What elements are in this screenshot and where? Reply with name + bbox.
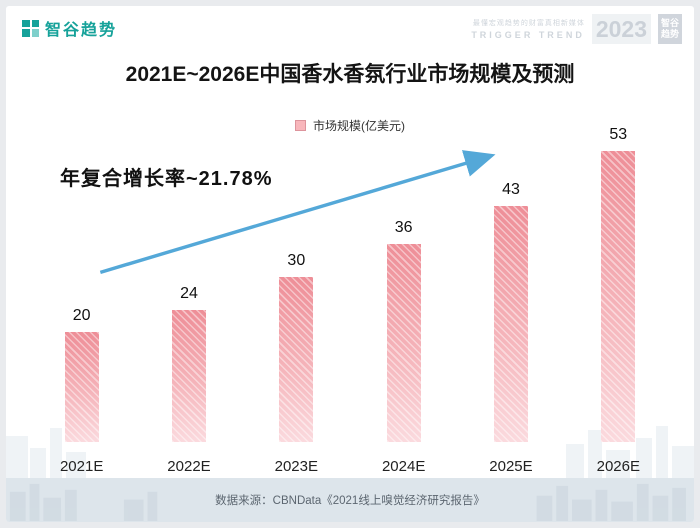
watermark-stacked-logo: 智谷 趋势	[658, 14, 682, 44]
skyline-background	[6, 426, 694, 478]
bar-column: 20	[28, 307, 135, 442]
watermark-stack-line2: 趋势	[660, 29, 679, 39]
bar-column: 30	[243, 252, 350, 442]
chart-title: 2021E~2026E中国香水香氛行业市场规模及预测	[125, 63, 575, 86]
x-axis-label: 2022E	[167, 458, 211, 475]
bar	[386, 244, 421, 442]
bar	[601, 150, 636, 442]
bar-column: 43	[457, 180, 564, 442]
brand-logo: 智谷趋势	[22, 16, 117, 40]
bar-value-label: 36	[394, 219, 413, 236]
bar-column: 53	[565, 125, 672, 442]
legend-swatch-icon	[295, 120, 306, 131]
watermark-stack-line1: 智谷	[660, 17, 679, 28]
watermark-brand: TRIGGER TREND	[471, 30, 585, 40]
x-axis-label: 2021E	[59, 458, 104, 475]
chart-card: 智谷趋势 最懂宏观趋势的财富真相新媒体 TRIGGER TREND 2023 智…	[6, 6, 694, 522]
bar	[279, 277, 314, 442]
bar	[171, 310, 206, 442]
x-axis-label: 2024E	[381, 458, 426, 475]
bar	[493, 205, 528, 442]
x-axis-label: 2025E	[489, 458, 533, 475]
x-axis-label: 2026E	[596, 458, 640, 475]
bar	[64, 332, 99, 442]
brand-logo-text: 智谷趋势	[45, 22, 118, 39]
bar-value-label: 24	[180, 285, 198, 302]
chart-legend: 市场规模(亿美元)	[6, 117, 694, 134]
legend-label: 市场规模(亿美元)	[313, 119, 405, 133]
x-axis-label: 2023E	[274, 458, 318, 475]
footer-band: 数据来源：CBNData《2021线上嗅觉经济研究报告》	[6, 478, 694, 522]
x-axis-row: 2021E 2022E 2023E 2024E 2025E 2026E	[28, 458, 672, 475]
footer-skyline-icon	[9, 483, 686, 522]
watermark-year: 2023	[591, 14, 651, 44]
bars-row: 20 24 30 36 43 53	[28, 125, 672, 442]
data-source-note: 数据来源：CBNData《2021线上嗅觉经济研究报告》	[215, 495, 485, 507]
brand-logo-icon	[22, 19, 39, 37]
bar-value-label: 53	[609, 125, 628, 143]
bar-column: 36	[350, 219, 457, 442]
watermark-tagline: 最懂宏观趋势的财富真相新媒体	[472, 20, 585, 27]
bar-value-label: 43	[502, 180, 520, 198]
watermark-text-block: 最懂宏观趋势的财富真相新媒体 TRIGGER TREND	[471, 18, 585, 40]
bar-value-label: 30	[287, 252, 306, 269]
bar-value-label: 20	[72, 307, 91, 324]
bar-column: 24	[135, 285, 242, 442]
corner-watermark: 最懂宏观趋势的财富真相新媒体 TRIGGER TREND 2023 智谷 趋势	[471, 14, 682, 44]
